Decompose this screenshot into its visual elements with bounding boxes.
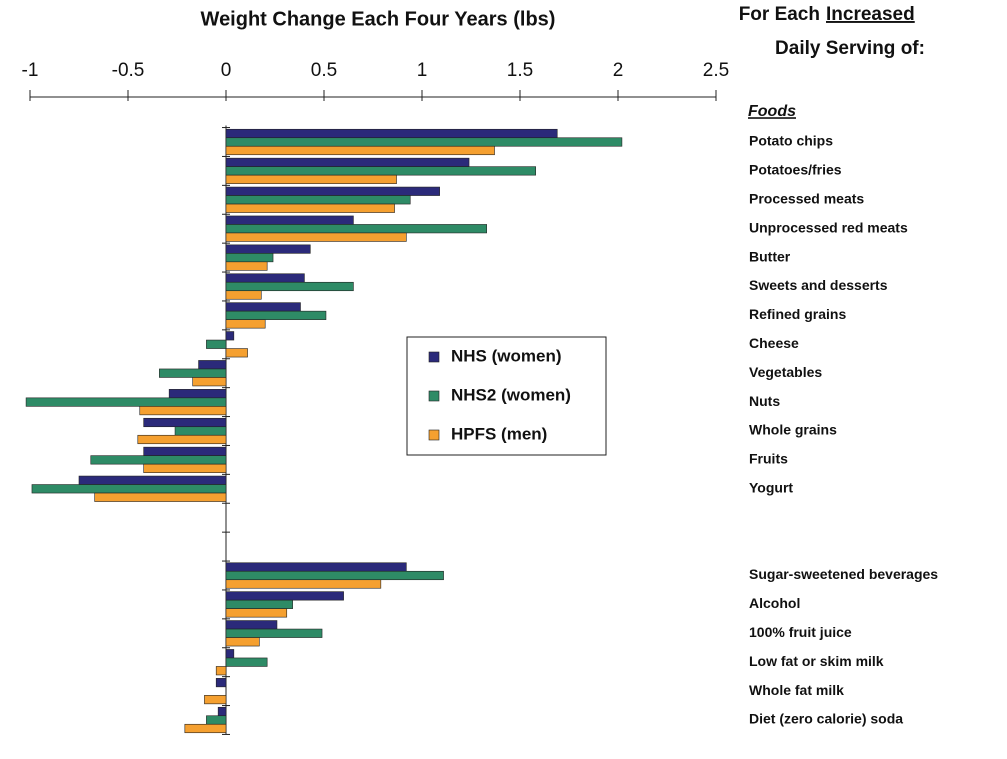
- legend-label: HPFS (men): [451, 424, 547, 443]
- bar: [225, 657, 268, 667]
- bar: [225, 281, 354, 292]
- bar: [225, 232, 407, 242]
- bar: [90, 455, 227, 465]
- bar: [225, 137, 623, 147]
- category-label: Cheese: [749, 335, 799, 351]
- bar: [184, 723, 227, 734]
- bar: [215, 678, 227, 688]
- category-label: Unprocessed red meats: [749, 219, 908, 235]
- group-label: Foods: [748, 103, 796, 120]
- bar: [225, 628, 323, 638]
- bar: [206, 339, 227, 349]
- category-label: Diet (zero calorie) soda: [749, 711, 903, 727]
- category-label: Sweets and desserts: [749, 277, 888, 293]
- category-label: Refined grains: [749, 306, 846, 322]
- bar: [206, 715, 227, 725]
- bar: [225, 157, 470, 167]
- bar: [225, 591, 344, 601]
- category-label: Alcohol: [749, 595, 800, 611]
- bar: [225, 273, 305, 283]
- bar: [225, 195, 411, 205]
- side-heading-emphasis: Increased: [826, 4, 915, 25]
- bar: [225, 261, 268, 271]
- side-heading: For Each: [739, 4, 820, 25]
- category-label: 100% fruit juice: [749, 624, 852, 640]
- bar: [225, 310, 327, 320]
- bar: [143, 463, 227, 473]
- x-tick-label: 0.5: [311, 60, 337, 81]
- bar: [174, 426, 227, 436]
- category-label: Potato chips: [749, 133, 833, 149]
- bar: [225, 128, 558, 139]
- legend-marker: [428, 351, 440, 363]
- bar: [225, 570, 444, 581]
- category-label: Whole grains: [749, 422, 837, 438]
- x-tick-label: 2: [613, 60, 624, 81]
- side-heading: Daily Serving of:: [775, 38, 925, 59]
- bar: [225, 608, 288, 618]
- bar: [78, 475, 227, 485]
- legend-marker: [428, 429, 440, 441]
- category-label: Whole fat milk: [749, 682, 844, 698]
- legend-box: [406, 336, 607, 456]
- x-tick-label: -1: [22, 60, 39, 81]
- bar: [225, 579, 382, 589]
- bar: [192, 377, 227, 387]
- bar: [225, 637, 260, 647]
- bar: [225, 620, 278, 630]
- bar: [225, 253, 274, 263]
- bar: [225, 174, 397, 184]
- x-tick-label: -0.5: [112, 60, 145, 81]
- bar: [25, 397, 227, 407]
- bar: [225, 166, 536, 176]
- bar: [137, 434, 227, 445]
- bar: [225, 244, 311, 254]
- category-label: Vegetables: [749, 364, 822, 380]
- bar: [159, 368, 227, 378]
- bar: [225, 215, 354, 225]
- bar: [225, 186, 440, 196]
- x-tick-label: 2.5: [703, 60, 729, 81]
- bar: [225, 348, 248, 358]
- bar: [139, 406, 227, 416]
- category-label: Potatoes/fries: [749, 162, 842, 178]
- chart-title: Weight Change Each Four Years (lbs): [201, 8, 556, 30]
- category-label: Nuts: [749, 393, 780, 409]
- bar: [168, 389, 227, 399]
- bar: [215, 666, 227, 676]
- bar: [225, 562, 407, 572]
- legend-marker: [428, 390, 440, 402]
- x-tick-label: 1.5: [507, 60, 533, 81]
- bar: [225, 290, 262, 300]
- category-label: Fruits: [749, 451, 788, 467]
- x-tick-label: 1: [417, 60, 428, 81]
- bar: [198, 360, 227, 370]
- bar: [225, 302, 301, 312]
- category-label: Sugar-sweetened beverages: [749, 566, 938, 582]
- bar: [225, 224, 487, 234]
- bar: [225, 599, 293, 609]
- bar: [143, 417, 227, 428]
- bar: [225, 319, 266, 329]
- bar: [94, 492, 227, 502]
- category-label: Yogurt: [749, 480, 793, 496]
- legend-label: NHS2 (women): [451, 385, 571, 404]
- bar: [225, 145, 495, 156]
- category-label: Low fat or skim milk: [749, 653, 884, 669]
- x-tick-label: 0: [221, 60, 232, 81]
- legend-label: NHS (women): [451, 346, 562, 365]
- bar: [225, 331, 235, 341]
- category-label: Processed meats: [749, 191, 864, 207]
- bar: [225, 203, 395, 213]
- bar: [31, 484, 227, 494]
- bar: [143, 446, 227, 456]
- category-label: Butter: [749, 248, 791, 264]
- bar: [204, 695, 227, 705]
- bar: [217, 706, 227, 717]
- bar: [225, 649, 235, 659]
